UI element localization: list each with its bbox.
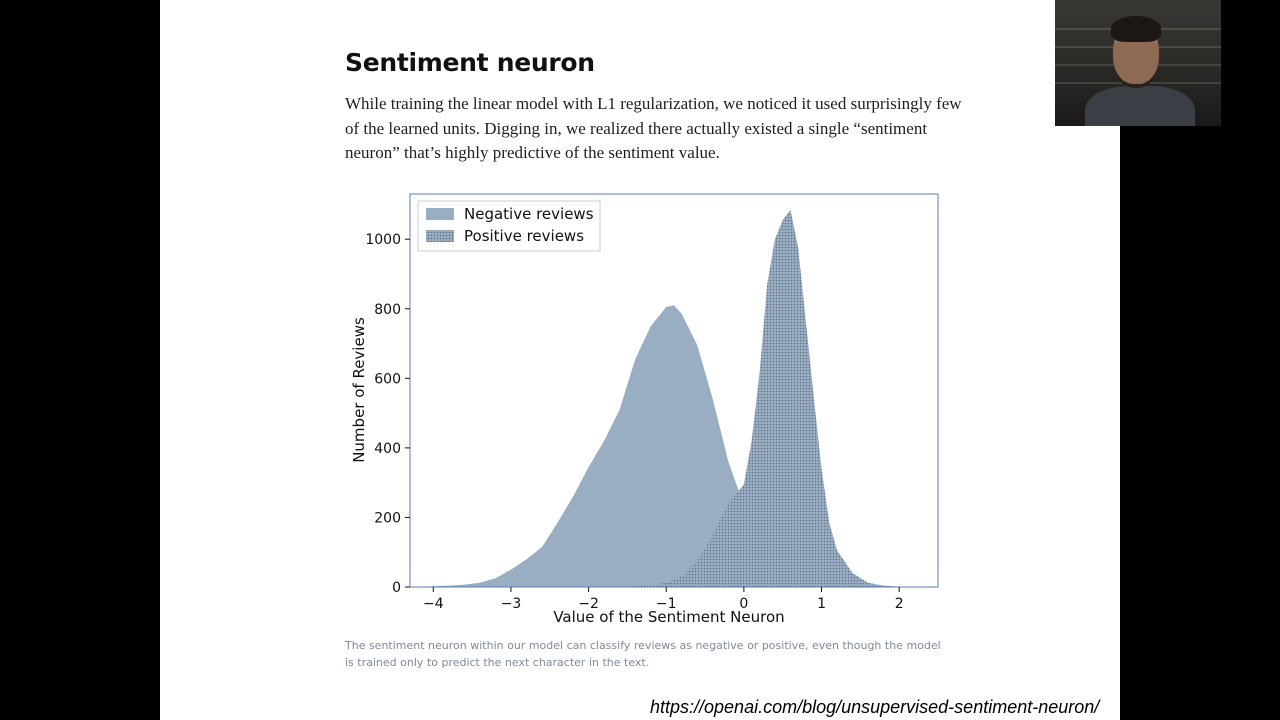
x-tick-label: −4	[423, 596, 444, 612]
sentiment-histogram: 0 200 400 600 800 1000 −4 −3 −2 −1 0 1 2 Number of …	[340, 180, 950, 630]
y-axis-title: Number of Reviews	[350, 317, 368, 463]
source-url: https://openai.com/blog/unsupervised-sen…	[650, 697, 1100, 717]
chart-svg: 0 200 400 600 800 1000 −4 −3 −2 −1 0 1 2 Number of …	[350, 193, 939, 626]
series-negative-reviews	[417, 305, 915, 587]
x-tick-label: 2	[895, 596, 904, 612]
webcam-overlay	[1055, 0, 1221, 126]
y-tick-label: 400	[374, 441, 401, 457]
presenter-hair	[1111, 16, 1161, 42]
plot-frame	[409, 193, 939, 588]
x-tick-label: −2	[578, 596, 599, 612]
intro-paragraph: While training the linear model with L1 …	[345, 94, 962, 162]
presenter-body	[1085, 86, 1195, 126]
y-tick-label: 800	[374, 302, 401, 318]
x-axis-title: Value of the Sentiment Neuron	[553, 608, 784, 626]
y-tick-label: 200	[374, 510, 401, 526]
legend-swatch-positive	[426, 230, 454, 242]
legend-label-negative: Negative reviews	[464, 205, 594, 223]
slide-title: Sentiment neuron	[345, 48, 595, 77]
x-tick-label: −3	[501, 596, 522, 612]
series-positive-reviews	[619, 209, 915, 587]
legend: Negative reviews Positive reviews	[417, 200, 601, 252]
legend-swatch-negative	[426, 208, 454, 220]
y-tick-label: 1000	[365, 232, 401, 248]
x-tick-label: 0	[739, 596, 748, 612]
legend-label-positive: Positive reviews	[464, 227, 584, 245]
y-tick-label: 600	[374, 371, 401, 387]
y-tick-label: 0	[392, 580, 401, 596]
figure-caption: The sentiment neuron within our model ca…	[345, 639, 941, 669]
x-tick-label: −1	[656, 596, 677, 612]
x-tick-label: 1	[817, 596, 826, 612]
